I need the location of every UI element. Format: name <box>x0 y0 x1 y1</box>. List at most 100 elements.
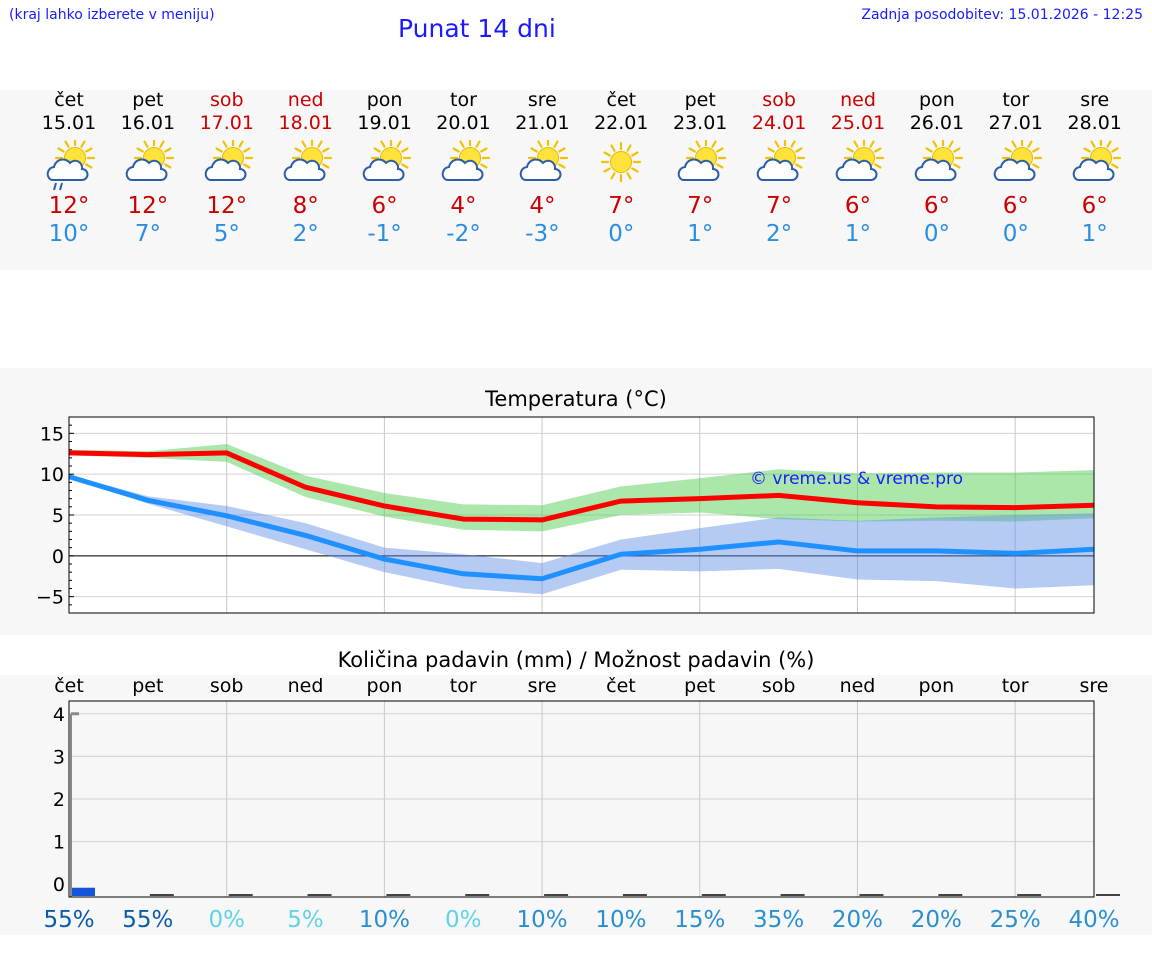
day-column: pon 19.01 6° -1° <box>345 88 425 248</box>
sun-cloud-icon <box>835 140 885 181</box>
sun-cloud-icon <box>283 140 332 181</box>
day-column: tor 20.01 4° -2° <box>424 88 504 248</box>
temp-min: 10° <box>48 221 90 247</box>
sun-cloud-icon <box>520 140 569 181</box>
temp-max: 6° <box>371 193 398 219</box>
sun-cloud-icon <box>125 140 174 181</box>
x-category-label: pon <box>367 675 403 697</box>
precip-bar <box>465 894 490 896</box>
precip-bar <box>622 894 647 896</box>
y-tick-label: 2 <box>53 789 65 811</box>
day-name: tor <box>1002 89 1030 111</box>
day-date: 23.01 <box>672 112 728 134</box>
day-date: 18.01 <box>278 112 333 134</box>
precip-bar <box>859 894 884 896</box>
x-category-label: pet <box>132 675 163 697</box>
day-name: pon <box>919 89 955 111</box>
sun-cloud-icon <box>993 140 1042 181</box>
location-hint[interactable]: (kraj lahko izberete v meniju) <box>9 7 215 23</box>
y-tick-label: 4 <box>53 704 65 726</box>
day-date: 24.01 <box>751 112 807 134</box>
x-category-label: čet <box>54 675 84 697</box>
day-date: 20.01 <box>436 112 491 134</box>
precip-probability: 0% <box>445 907 482 933</box>
last-updated: Zadnja posodobitev: 15.01.2026 - 12:25 <box>861 7 1143 23</box>
plot-frame <box>68 700 1095 898</box>
temp-max: 4° <box>450 193 477 219</box>
temp-min: 2° <box>292 221 319 247</box>
day-name: čet <box>606 89 637 111</box>
precip-probability: 10% <box>359 907 410 933</box>
precip-bar <box>1096 894 1120 896</box>
day-date: 19.01 <box>357 112 412 134</box>
page-title: Punat 14 dni <box>398 14 556 43</box>
temp-max: 6° <box>1081 193 1108 219</box>
day-date: 25.01 <box>830 112 886 134</box>
temp-min: 1° <box>1081 221 1108 247</box>
day-date: 27.01 <box>988 112 1043 134</box>
y-tick-label: −5 <box>36 587 64 609</box>
day-name: pon <box>366 89 403 111</box>
temp-max: 6° <box>923 193 950 219</box>
day-column: sre 21.01 4° -3° <box>502 88 582 248</box>
temperature-chart: 15 10 5 0 −5 © vreme.us & vreme.pro <box>36 416 1095 614</box>
x-category-label: sob <box>762 675 796 697</box>
temp-min: 1° <box>844 221 872 247</box>
y-tick-label: 1 <box>53 832 65 854</box>
precip-bar <box>71 887 95 896</box>
precipitation-chart: čet pet sob ned pon tor sre čet pet sob ned pon tor s… <box>43 675 1120 933</box>
max-range-band <box>69 443 1094 532</box>
temperature-chart-title: Temperatura (°C) <box>485 387 667 411</box>
min-temp-line <box>68 474 1095 582</box>
precip-probability: 15% <box>674 907 725 933</box>
precip-bar <box>1017 894 1042 896</box>
day-column: sob 24.01 7° 2° <box>739 88 819 248</box>
precip-bar <box>386 894 411 896</box>
sun-cloud-icon <box>362 140 411 181</box>
day-column: čet 22.01 7° 0° <box>581 88 661 248</box>
day-name: ned <box>287 89 324 111</box>
sun-cloud-icon <box>914 140 963 181</box>
x-category-label: sre <box>528 675 557 697</box>
day-name: sob <box>762 89 796 111</box>
day-column: ned 25.01 6° 1° <box>818 88 898 248</box>
sun-cloud-icon <box>204 140 253 181</box>
x-category-label: sre <box>1080 675 1109 697</box>
day-date: 22.01 <box>594 112 649 134</box>
temp-min: 0° <box>608 221 635 247</box>
x-category-label: ned <box>840 675 876 697</box>
day-column: pon 26.01 6° 0° <box>897 88 977 248</box>
x-category-label: tor <box>450 675 477 697</box>
day-column: pet 16.01 12° 7° <box>108 88 188 248</box>
day-date: 26.01 <box>909 112 965 134</box>
sun-cloud-icon <box>441 140 490 181</box>
temp-max: 4° <box>529 193 556 219</box>
precip-bar <box>938 894 963 896</box>
precip-bar <box>544 894 569 896</box>
precip-bar <box>307 894 332 896</box>
day-name: sre <box>1080 89 1110 111</box>
temp-min: -3° <box>525 221 560 247</box>
day-name: sre <box>527 89 557 111</box>
precip-probability: 55% <box>43 907 94 933</box>
day-column: čet 15.01 12° 10° <box>29 88 109 248</box>
day-name: pet <box>132 89 164 111</box>
x-category-label: sob <box>210 675 244 697</box>
x-category-label: pon <box>918 675 954 697</box>
precip-probability: 0% <box>208 907 245 933</box>
y-tick-label: 10 <box>40 464 64 486</box>
sun-icon <box>601 141 642 183</box>
day-column: sob 17.01 12° 5° <box>187 88 267 248</box>
day-date: 28.01 <box>1067 112 1122 134</box>
precip-probability: 40% <box>1068 907 1119 933</box>
y-tick-label: 5 <box>52 505 64 527</box>
day-date: 21.01 <box>515 112 570 134</box>
day-date: 15.01 <box>41 112 97 134</box>
temp-min: 2° <box>766 221 793 247</box>
day-column: tor 27.01 6° 0° <box>976 88 1056 248</box>
temp-max: 8° <box>292 193 319 219</box>
day-name: čet <box>54 89 84 111</box>
watermark: © vreme.us & vreme.pro <box>750 469 963 489</box>
precip-probability: 5% <box>287 907 324 933</box>
temp-min: -1° <box>367 221 402 247</box>
